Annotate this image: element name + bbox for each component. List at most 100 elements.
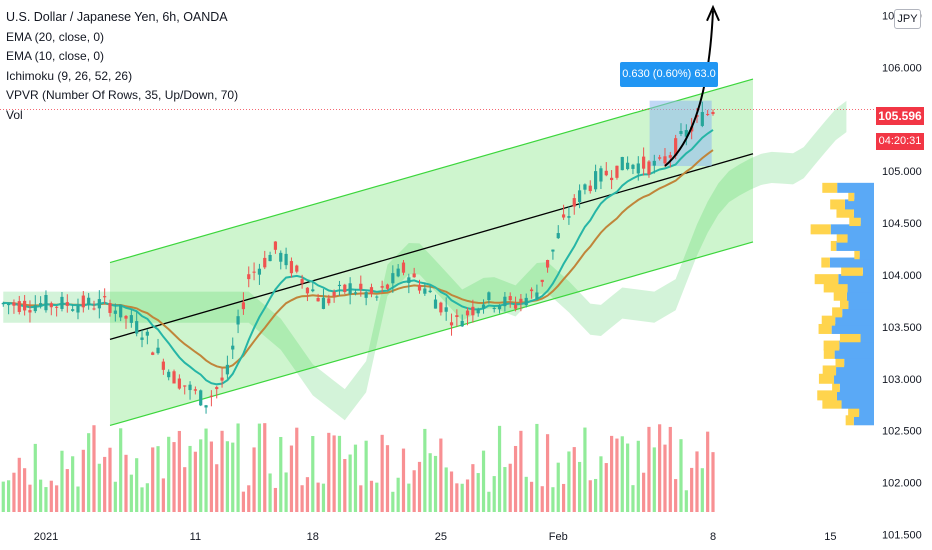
vpvr-down-row — [810, 224, 831, 235]
volume-bar — [497, 425, 502, 512]
volume-bar — [487, 491, 491, 512]
volume-bar — [55, 485, 59, 512]
candle-body — [172, 371, 176, 384]
volume-bar — [444, 467, 448, 512]
volume-bar — [209, 441, 213, 512]
candle-body — [668, 155, 672, 158]
vpvr-up-row — [834, 348, 874, 359]
volume-bar — [348, 454, 352, 512]
candle-body — [545, 260, 550, 268]
volume-bar — [679, 439, 683, 512]
volume-bar — [12, 472, 16, 512]
volume-bar — [332, 435, 336, 512]
vpvr-up-row — [835, 315, 874, 326]
vpvr-down-row — [836, 207, 854, 218]
candle-body — [300, 279, 304, 284]
y-tick-label: 106.000 — [882, 62, 922, 74]
candle-body — [359, 283, 363, 290]
volume-bar — [28, 484, 32, 512]
candle-body — [391, 273, 395, 284]
volume-bar — [385, 445, 390, 512]
vpvr-down-row — [833, 290, 847, 301]
volume-bar — [236, 423, 240, 512]
vpvr-up-row — [847, 282, 874, 293]
candle-body — [465, 310, 470, 316]
volume-bar — [167, 436, 171, 512]
volume-bar — [508, 463, 512, 512]
volume-bar — [577, 461, 582, 512]
volume-bar — [76, 486, 80, 512]
volume-bar — [706, 431, 710, 512]
candle-body — [44, 294, 48, 311]
volume-bar — [273, 487, 278, 512]
candle-body — [615, 165, 619, 178]
candle-body — [508, 296, 512, 301]
volume-bar — [161, 478, 165, 512]
volume-bar — [7, 480, 11, 512]
candle-body — [268, 254, 272, 262]
chart-legend: U.S. Dollar / Japanese Yen, 6h, OANDA EM… — [6, 8, 238, 125]
vpvr-down-row — [823, 340, 840, 351]
vpvr-up-row — [854, 191, 874, 202]
candle-body — [375, 296, 379, 298]
legend-vpvr[interactable]: VPVR (Number Of Rows, 35, Up/Down, 70) — [6, 88, 239, 102]
volume-bar — [71, 456, 75, 512]
vpvr-up-row — [842, 307, 874, 318]
candle-body — [706, 113, 710, 115]
bar-countdown-tag: 04:20:31 — [876, 133, 924, 150]
legend-ema20[interactable]: EMA (20, close, 0) — [6, 29, 105, 44]
candle-body — [151, 352, 155, 355]
candle-body — [519, 298, 523, 303]
candle-body — [529, 289, 534, 292]
volume-bar — [225, 441, 229, 512]
candle-body — [113, 310, 117, 314]
candle-body — [39, 303, 43, 306]
candle-body — [188, 384, 192, 391]
legend-vol[interactable]: Vol — [6, 107, 23, 122]
candle-body — [81, 295, 85, 308]
y-tick-label: 104.000 — [882, 270, 922, 282]
candle-body — [572, 198, 576, 207]
volume-bar — [177, 430, 181, 512]
vpvr-down-row — [830, 199, 845, 210]
candle-body — [156, 347, 160, 354]
volume-bar — [295, 427, 299, 512]
candle-body — [610, 177, 614, 181]
volume-bar — [49, 480, 53, 512]
regression-channel — [0, 78, 874, 427]
volume-bar — [711, 452, 715, 512]
candle-body — [476, 309, 480, 314]
volume-bar — [257, 423, 262, 512]
candle-body — [380, 286, 384, 288]
vpvr-up-row — [836, 390, 874, 401]
symbol-title[interactable]: U.S. Dollar / Japanese Yen, 6h, OANDA — [6, 10, 228, 24]
currency-button[interactable]: JPY — [894, 9, 921, 29]
volume-bar — [460, 483, 464, 512]
vpvr-down-row — [821, 315, 836, 326]
legend-ema10[interactable]: EMA (10, close, 0) — [6, 49, 105, 63]
trend-arrow — [664, 4, 720, 167]
x-tick-label: Feb — [549, 531, 568, 543]
volume-bar — [81, 449, 85, 512]
legend-ichimoku[interactable]: Ichimoku (9, 26, 52, 26) — [6, 68, 133, 83]
volume-bar — [407, 483, 411, 512]
volume-bar — [113, 481, 117, 512]
candle-body — [7, 303, 11, 306]
candle-body — [652, 160, 656, 166]
candle-body — [535, 292, 539, 300]
candle-body — [433, 299, 438, 309]
candle-body — [215, 387, 219, 390]
volume-bar — [615, 438, 619, 512]
candle-body — [561, 214, 566, 218]
volume-bar — [401, 448, 406, 512]
vpvr-up-row — [848, 299, 874, 310]
vpvr-up-row — [844, 357, 874, 368]
y-tick-label: 101.500 — [882, 529, 922, 541]
vpvr-down-row — [845, 415, 854, 426]
volume-bar — [183, 467, 187, 512]
vpvr-up-row — [859, 406, 874, 417]
candle-body — [337, 284, 342, 287]
candle-body — [540, 279, 544, 282]
vpvr-down-row — [814, 274, 839, 285]
